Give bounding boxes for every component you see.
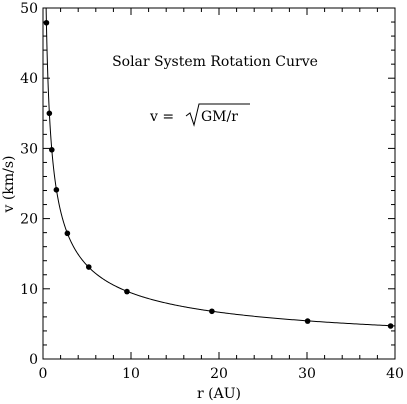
sqrt-sign [185, 103, 250, 127]
data-point [49, 147, 55, 153]
formula-radicand: GM/r [201, 109, 238, 125]
y-tick-label: 40 [20, 71, 38, 87]
data-point [53, 187, 60, 193]
y-axis-label: v (km/s) [1, 156, 17, 214]
data-point [43, 19, 50, 26]
data-point [85, 264, 92, 270]
y-tick-label: 50 [20, 1, 38, 17]
x-tick-label: 30 [298, 366, 316, 382]
data-points [43, 19, 394, 329]
x-tick-label: 40 [386, 366, 404, 382]
formula-lhs: v = [149, 109, 174, 125]
data-point [304, 318, 311, 324]
x-axis-label: r (AU) [197, 386, 241, 402]
data-point [46, 110, 53, 117]
x-tick-label: 0 [39, 366, 48, 382]
formula-annotation: v = GM/r [149, 103, 250, 127]
chart-title: Solar System Rotation Curve [112, 54, 318, 70]
y-tick-label: 30 [20, 141, 38, 157]
axis-ticks [42, 7, 396, 360]
data-point [387, 323, 394, 329]
y-tick-label: 0 [29, 352, 38, 368]
axis-tick-labels: 0 10 20 30 40 0 10 20 30 40 50 [20, 1, 404, 382]
data-point [209, 308, 215, 315]
model-curve [45, 8, 396, 327]
y-tick-label: 20 [20, 212, 38, 228]
x-tick-label: 10 [122, 366, 140, 382]
data-point [64, 230, 71, 237]
data-point [124, 288, 130, 295]
x-tick-label: 20 [210, 366, 228, 382]
y-tick-label: 10 [20, 282, 38, 298]
